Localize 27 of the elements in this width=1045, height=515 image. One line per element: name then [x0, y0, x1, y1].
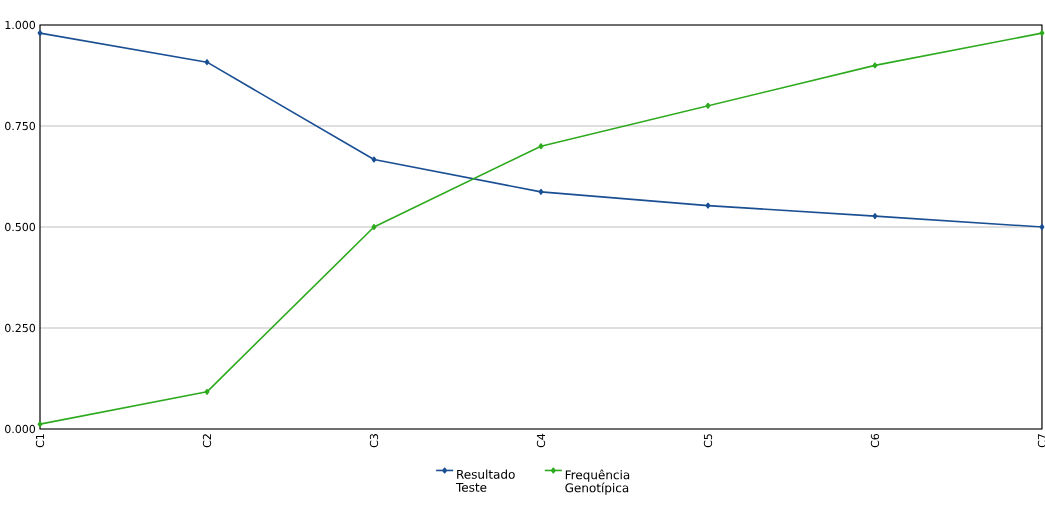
- y-tick-label: 0.000: [5, 424, 36, 434]
- point: [371, 224, 377, 230]
- point: [872, 62, 878, 69]
- x-tick-label: C3: [369, 434, 379, 448]
- point: [538, 188, 544, 195]
- x-tick-label: C1: [35, 434, 45, 448]
- y-tick-label: 0.500: [5, 222, 36, 232]
- x-tick-label: C5: [703, 434, 713, 448]
- x-tick-label: C6: [870, 433, 880, 448]
- legend-label: Resultado Teste: [455, 469, 515, 492]
- x-tick-label: C2: [202, 434, 212, 448]
- point: [204, 59, 210, 66]
- point: [371, 156, 377, 163]
- point: [204, 388, 210, 395]
- y-tick-label: 0.250: [5, 323, 36, 333]
- point: [1039, 224, 1045, 230]
- point: [705, 102, 711, 109]
- point: [538, 143, 544, 150]
- point: [37, 421, 43, 428]
- point: [872, 213, 878, 220]
- legend-label: Frequência Genotípica: [565, 469, 630, 495]
- point: [705, 202, 711, 209]
- y-tick-label: 1.000: [5, 20, 36, 30]
- x-tick-label: C4: [536, 433, 546, 448]
- point: [37, 30, 43, 37]
- point: [1039, 30, 1045, 37]
- y-tick-label: 0.750: [5, 121, 36, 131]
